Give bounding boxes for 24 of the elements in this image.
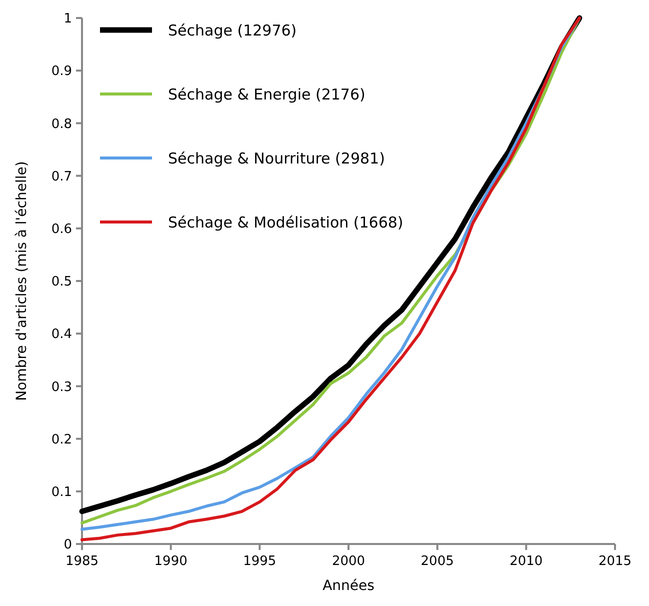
x-tick-label: 1985 — [65, 554, 99, 569]
y-tick-label: 0.8 — [51, 116, 72, 132]
x-tick-label: 2010 — [510, 554, 543, 569]
y-tick-label: 0.6 — [51, 222, 72, 237]
legend-label: Séchage (12976) — [168, 21, 297, 40]
x-tick-label: 1995 — [243, 554, 276, 569]
y-axis-title: Nombre d'articles (mis à l'échelle) — [14, 161, 30, 401]
x-axis-title: Années — [322, 578, 374, 594]
y-tick-label: 0 — [64, 538, 72, 553]
y-tick-label: 0.1 — [51, 484, 72, 500]
y-tick-label: 0.4 — [51, 327, 72, 342]
y-tick-label: 0.2 — [51, 432, 72, 448]
y-tick-label: 0.7 — [51, 169, 72, 184]
y-tick-label: 1 — [64, 12, 72, 27]
legend-label: Séchage & Modélisation (1668) — [168, 213, 404, 232]
legend-label: Séchage & Energie (2176) — [168, 85, 366, 104]
x-tick-label: 2000 — [332, 554, 366, 569]
x-tick-label: 2005 — [420, 554, 454, 569]
x-tick-label: 1990 — [154, 554, 188, 569]
y-tick-label: 0.3 — [51, 380, 72, 395]
x-tick-label: 2015 — [598, 554, 632, 569]
legend-label: Séchage & Nourriture (2981) — [168, 149, 385, 168]
y-tick-label: 0.9 — [51, 64, 72, 80]
y-tick-label: 0.5 — [51, 274, 72, 290]
